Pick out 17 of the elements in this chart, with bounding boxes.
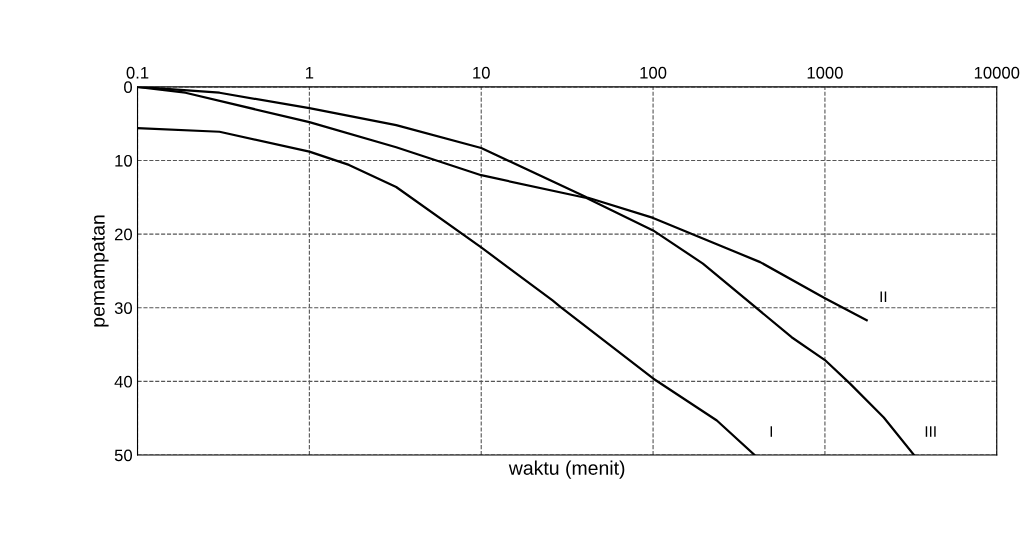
x-tick-label: 100 <box>640 66 667 79</box>
y-tick-label: 40 <box>114 375 133 388</box>
series-label: I <box>770 426 773 437</box>
y-axis-title: pemampatan <box>91 215 109 327</box>
x-tick-label: 10 <box>473 66 490 79</box>
x-tick-label: 0.1 <box>126 66 149 79</box>
x-tick-label: 10000 <box>974 66 1020 79</box>
x-tick-label: 1 <box>306 67 314 79</box>
y-tick-label: 10 <box>115 154 133 167</box>
series-label: II <box>880 291 887 303</box>
x-tick-label: 1000 <box>807 66 843 79</box>
y-tick-label: 50 <box>114 449 133 462</box>
y-tick-label: 0 <box>124 81 133 94</box>
y-tick-label: 30 <box>114 302 133 314</box>
x-axis-title: waktu (menit) <box>508 460 625 479</box>
y-tick-label: 20 <box>114 228 133 241</box>
series-label: III <box>925 426 936 437</box>
